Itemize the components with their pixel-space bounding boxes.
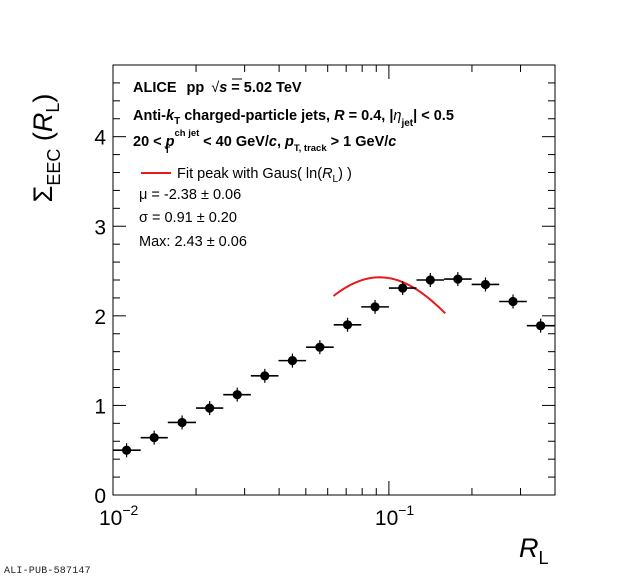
data-point — [306, 340, 334, 355]
x-axis-main: R — [519, 533, 539, 563]
annotation-line-3: 20 < pch jet T < 40 GeV/c, pT, track > 1 … — [133, 128, 396, 156]
data-point — [361, 299, 389, 314]
publication-id: ALI-PUB-587147 — [4, 566, 91, 577]
data-point — [250, 368, 279, 383]
y-tick-label: 0 — [94, 485, 106, 508]
data-point — [140, 430, 168, 445]
fit-curve — [332, 276, 446, 315]
y-axis-sigma: Σ — [28, 186, 58, 203]
experiment-label: ALICE — [133, 80, 177, 96]
y-axis-sub: EEC — [44, 149, 64, 186]
data-point — [444, 272, 472, 287]
data-point-marker — [260, 371, 270, 381]
data-point-marker — [342, 320, 353, 330]
fit-curve-group — [332, 276, 446, 315]
x-axis-title: RL — [519, 533, 549, 568]
x-axis-ticks — [112, 65, 556, 495]
data-point — [223, 387, 251, 402]
annotation-line-2: Anti-kT charged-particle jets, R = 0.4, … — [133, 108, 454, 129]
x-axis-sub: L — [539, 548, 549, 568]
data-point — [196, 401, 224, 416]
y-tick-label: 4 — [94, 127, 106, 150]
data-point — [167, 415, 197, 430]
data-point — [471, 277, 500, 292]
data-point-marker — [453, 274, 463, 284]
sqrt-symbol: √ — [211, 80, 219, 96]
data-points — [113, 272, 555, 458]
x-tick-label: 10−2 — [99, 502, 139, 530]
data-point-marker — [121, 445, 132, 455]
system-label: pp — [187, 80, 205, 96]
energy-label: = 5.02 TeV — [227, 80, 302, 96]
data-point — [333, 317, 362, 332]
y-axis-ticks — [113, 64, 555, 496]
sqrt-s: s — [219, 80, 227, 96]
y-tick-label: 2 — [94, 306, 106, 329]
fit-result-mu: μ = -2.38 ± 0.06 — [139, 187, 241, 203]
data-point-marker — [370, 302, 380, 312]
y-axis-title: ΣEEC (RL) — [28, 94, 64, 203]
y-tick-label: 3 — [94, 216, 106, 239]
data-point-marker — [398, 283, 408, 293]
data-point — [388, 281, 417, 296]
fit-result-sigma: σ = 0.91 ± 0.20 — [139, 210, 237, 226]
x-tick-label: 10−1 — [375, 502, 415, 530]
y-tick-labels: 0 1 2 3 4 — [94, 127, 106, 508]
data-point-marker — [232, 390, 242, 400]
data-point-marker — [149, 433, 159, 443]
data-point — [113, 443, 141, 458]
data-point-marker — [425, 275, 435, 285]
data-point-marker — [315, 342, 325, 352]
data-point-marker — [508, 296, 518, 307]
data-point-marker — [287, 356, 298, 366]
fit-result-max: Max: 2.43 ± 0.06 — [139, 234, 247, 250]
y-axis-argsub: L — [43, 103, 63, 113]
data-point-marker — [177, 417, 187, 428]
legend-fit-label: Fit peak with Gaus( ln(RL) ) — [177, 166, 352, 185]
annotation-line-1: ALICE pp √s = 5.02 TeV — [133, 80, 302, 96]
data-point-marker — [536, 321, 546, 331]
data-point — [416, 273, 445, 287]
data-point — [278, 353, 307, 368]
data-point-marker — [480, 279, 491, 290]
data-point — [499, 294, 527, 309]
y-axis-arg: R — [28, 113, 58, 133]
y-tick-label: 1 — [94, 395, 106, 418]
data-point-marker — [205, 403, 215, 413]
data-point — [526, 318, 555, 333]
x-tick-labels: 10−2 10−1 — [99, 502, 414, 530]
